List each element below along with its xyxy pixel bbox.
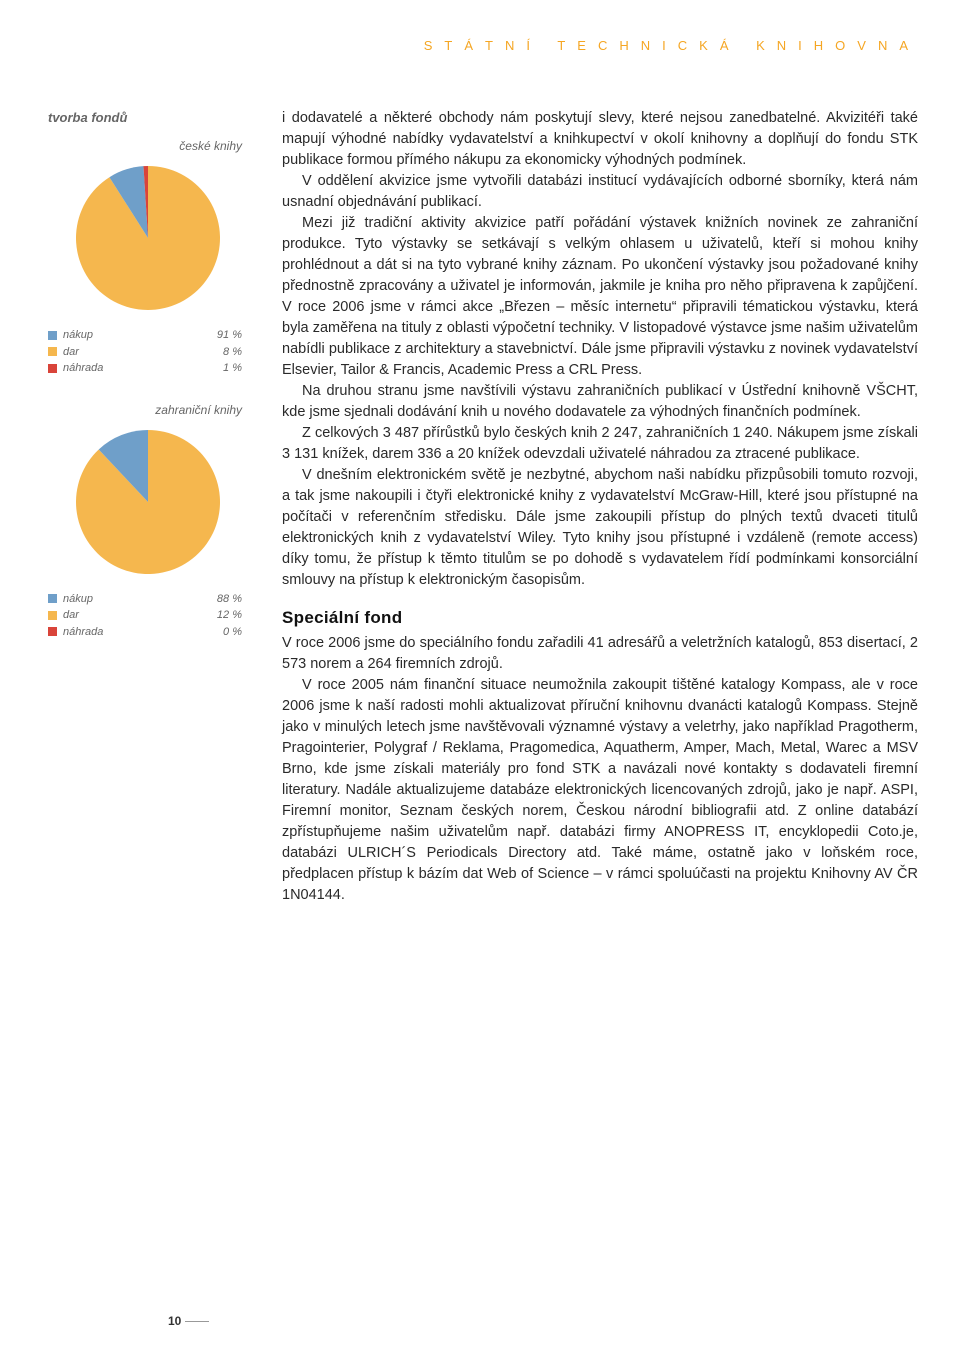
swatch-icon <box>48 347 57 356</box>
legend-chart2: nákup 88 % dar 12 % náhrada 0 % <box>48 591 248 641</box>
page-number: 10 <box>168 1314 209 1328</box>
body-paragraph: i dodavatelé a některé obchody nám posky… <box>282 108 918 171</box>
chart1-title: české knihy <box>48 139 248 153</box>
legend-label: nákup <box>63 591 217 608</box>
legend-row: dar 8 % <box>48 344 248 361</box>
pie-chart-czech-books <box>73 163 223 313</box>
legend-label: dar <box>63 344 223 361</box>
pie-chart-foreign-books <box>73 427 223 577</box>
main-content: i dodavatelé a některé obchody nám posky… <box>282 108 918 906</box>
legend-row: nákup 88 % <box>48 591 248 608</box>
legend-label: nákup <box>63 327 217 344</box>
running-header: STÁTNÍ TECHNICKÁ KNIHOVNA <box>230 38 920 53</box>
legend-value: 12 % <box>217 607 248 624</box>
legend-value: 1 % <box>223 360 248 377</box>
swatch-icon <box>48 364 57 373</box>
swatch-icon <box>48 594 57 603</box>
legend-row: náhrada 0 % <box>48 624 248 641</box>
swatch-icon <box>48 331 57 340</box>
legend-label: dar <box>63 607 217 624</box>
legend-value: 91 % <box>217 327 248 344</box>
legend-value: 88 % <box>217 591 248 608</box>
body-paragraph: V roce 2006 jsme do speciálního fondu za… <box>282 633 918 675</box>
legend-label: náhrada <box>63 360 223 377</box>
body-paragraph: V dnešním elektronickém světě je nezbytn… <box>282 465 918 591</box>
legend-value: 8 % <box>223 344 248 361</box>
body-paragraph: V roce 2005 nám finanční situace neumožn… <box>282 675 918 906</box>
legend-value: 0 % <box>223 624 248 641</box>
legend-row: dar 12 % <box>48 607 248 624</box>
page-number-value: 10 <box>168 1314 181 1328</box>
legend-row: náhrada 1 % <box>48 360 248 377</box>
body-paragraph: Na druhou stranu jsme navštívili výstavu… <box>282 381 918 423</box>
legend-label: náhrada <box>63 624 223 641</box>
sidebar-title: tvorba fondů <box>48 110 248 125</box>
body-paragraph: Mezi již tradiční aktivity akvizice patř… <box>282 213 918 381</box>
page-number-rule <box>185 1321 209 1322</box>
body-paragraph: Z celkových 3 487 přírůstků bylo českých… <box>282 423 918 465</box>
swatch-icon <box>48 627 57 636</box>
sidebar: tvorba fondů české knihy nákup 91 % dar … <box>48 110 248 666</box>
legend-chart1: nákup 91 % dar 8 % náhrada 1 % <box>48 327 248 377</box>
legend-row: nákup 91 % <box>48 327 248 344</box>
section-heading: Speciální fond <box>282 606 918 631</box>
swatch-icon <box>48 611 57 620</box>
body-paragraph: V oddělení akvizice jsme vytvořili datab… <box>282 171 918 213</box>
chart2-title: zahraniční knihy <box>48 403 248 417</box>
